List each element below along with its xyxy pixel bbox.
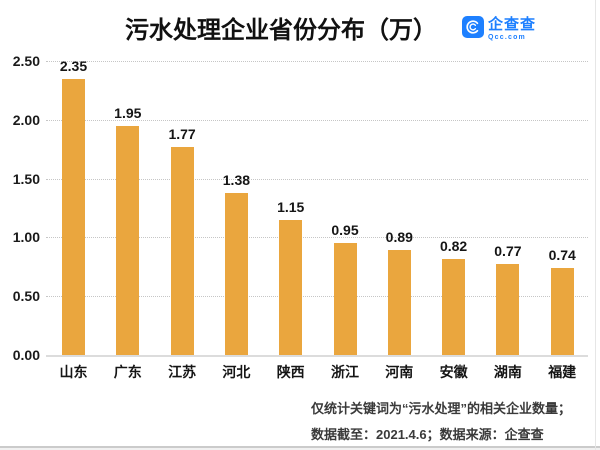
y-tick-label: 0.50 (12, 288, 40, 305)
qcc-logo-text: 企查查 Qcc.com (488, 16, 536, 41)
y-tick-label: 2.50 (12, 53, 40, 69)
bar (170, 146, 194, 355)
bar-value-label: 1.38 (222, 171, 251, 188)
footnote: 仅统计关键词为“污水处理”的相关企业数量； 数据截至：2021.4.6；数据来源… (311, 396, 571, 448)
x-tick-label: 福建 (548, 364, 577, 380)
x-tick-label: 山东 (59, 364, 88, 380)
bar-value-label: 0.74 (548, 246, 576, 263)
x-tick-label: 广东 (113, 364, 142, 380)
right-edge-line (595, 0, 596, 450)
qcc-brand-name: 企查查 (488, 16, 537, 33)
y-tick-label: 1.50 (12, 170, 40, 187)
footnote-line1: 仅统计关键词为“污水处理”的相关企业数量； (311, 401, 572, 416)
bar-value-label: 1.95 (114, 104, 142, 121)
x-tick-label: 湖南 (493, 364, 522, 380)
bar-value-label: 1.15 (277, 198, 305, 215)
y-tick-label: 1.00 (12, 229, 40, 246)
x-tick-label: 河北 (222, 364, 251, 380)
footnote-line2: 数据截至：2021.4.6；数据来源：企查查 (311, 427, 544, 442)
bar-value-label: 0.95 (331, 222, 359, 239)
bar (496, 264, 520, 355)
bar (550, 267, 574, 355)
bar (279, 219, 303, 355)
gridline (46, 178, 588, 180)
y-tick-label: 2.00 (12, 111, 40, 128)
x-tick-label: 河南 (385, 364, 414, 380)
bar-value-label: 0.77 (494, 243, 522, 260)
gridline (46, 61, 588, 62)
qcc-swirl-icon (462, 16, 484, 38)
qcc-domain: Qcc.com (488, 34, 526, 41)
bar (333, 243, 357, 355)
bar-value-label: 2.35 (59, 57, 88, 74)
gridline (46, 119, 588, 121)
x-tick-label: 浙江 (331, 364, 359, 380)
page-title: 污水处理企业省份分布（万） (125, 17, 437, 44)
bar (116, 125, 140, 355)
y-tick-label: 0.00 (12, 347, 40, 363)
x-tick-label: 安徽 (439, 364, 468, 380)
bottom-edge-divider (0, 446, 600, 450)
bar (442, 258, 466, 355)
qcc-logo: 企查查 Qcc.com (462, 16, 536, 41)
x-tick-label: 陕西 (276, 364, 305, 380)
gridline (46, 296, 588, 298)
bar (387, 250, 411, 355)
x-tick-label: 江苏 (168, 364, 197, 380)
gridline (46, 237, 588, 239)
bar-value-label: 0.82 (439, 237, 468, 254)
bar-value-label: 0.89 (385, 229, 413, 246)
bar-value-label: 1.77 (168, 125, 196, 142)
x-axis-line (46, 355, 588, 357)
bar (224, 192, 248, 355)
bar (62, 78, 85, 355)
